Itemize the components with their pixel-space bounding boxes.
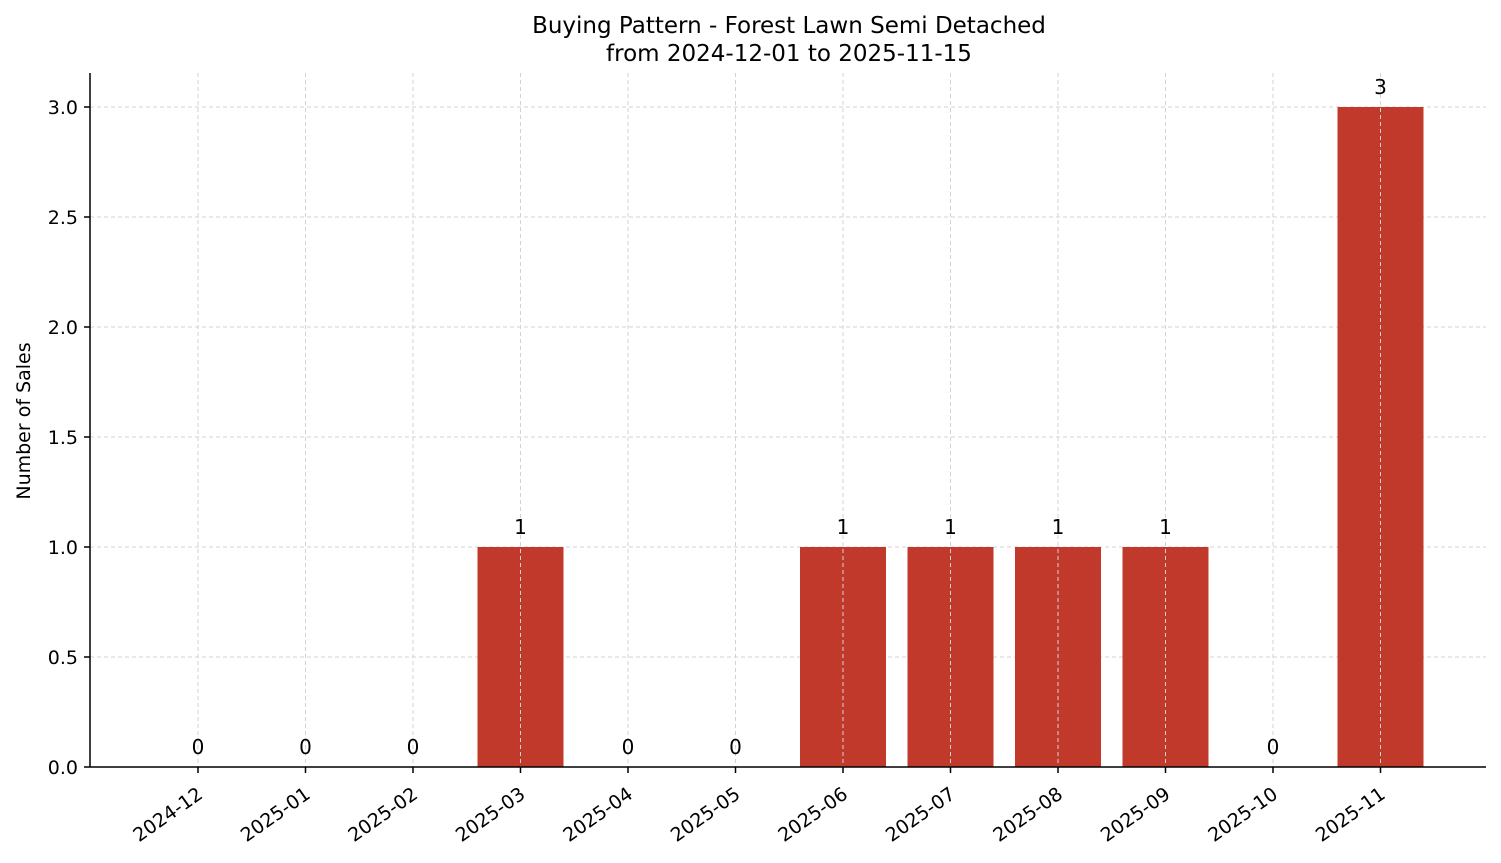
x-tick-label: 2025-04 [559, 783, 637, 847]
y-tick-label: 2.5 [48, 207, 78, 229]
x-tick-label: 2025-10 [1204, 783, 1282, 847]
bar-value-label: 0 [1267, 735, 1280, 759]
y-tick-label: 2.0 [48, 317, 78, 339]
x-tick-label: 2025-08 [989, 783, 1067, 847]
x-tick-label: 2025-02 [344, 783, 422, 847]
chart-title: Buying Pattern - Forest Lawn Semi Detach… [532, 13, 1046, 39]
grid-lines [90, 106, 1486, 658]
bar-value-label: 1 [1052, 515, 1065, 539]
bar-value-label: 1 [514, 515, 527, 539]
x-axis: 2024-12 2025-01 2025-02 2025-03 2025-04 2025-… [90, 766, 1486, 847]
bar-value-label: 0 [299, 735, 312, 759]
x-tick-label: 2025-06 [774, 783, 852, 847]
chart-subtitle: from 2024-12-01 to 2025-11-15 [606, 41, 972, 67]
bar-value-label: 1 [837, 515, 850, 539]
bar-value-label: 0 [729, 735, 742, 759]
y-tick-label: 1.0 [48, 537, 78, 559]
y-axis: 0.0 0.5 1.0 1.5 2.0 2.5 3.0 [48, 73, 91, 779]
bar-value-label: 1 [944, 515, 957, 539]
bar-value-label: 1 [1159, 515, 1172, 539]
x-tick-label: 2025-11 [1312, 783, 1390, 847]
x-tick-label: 2025-05 [667, 783, 745, 847]
bar-value-label: 0 [192, 735, 205, 759]
y-axis-label: Number of Sales [13, 342, 35, 499]
x-tick-label: 2025-01 [237, 783, 315, 847]
y-tick-label: 0.0 [48, 757, 78, 779]
vertical-grid-lines [197, 73, 1381, 767]
value-labels: 0 0 0 1 0 0 1 1 1 1 0 3 [192, 75, 1387, 759]
x-tick-label: 2025-09 [1097, 783, 1175, 847]
x-tick-label: 2025-03 [452, 783, 530, 847]
bar-value-label: 3 [1374, 75, 1387, 99]
y-tick-label: 1.5 [48, 427, 78, 449]
bar-value-label: 0 [622, 735, 635, 759]
y-tick-label: 0.5 [48, 647, 78, 669]
y-tick-label: 3.0 [48, 97, 78, 119]
x-tick-label: 2024-12 [129, 783, 207, 847]
x-tick-label: 2025-07 [882, 783, 960, 847]
bar-value-label: 0 [407, 735, 420, 759]
